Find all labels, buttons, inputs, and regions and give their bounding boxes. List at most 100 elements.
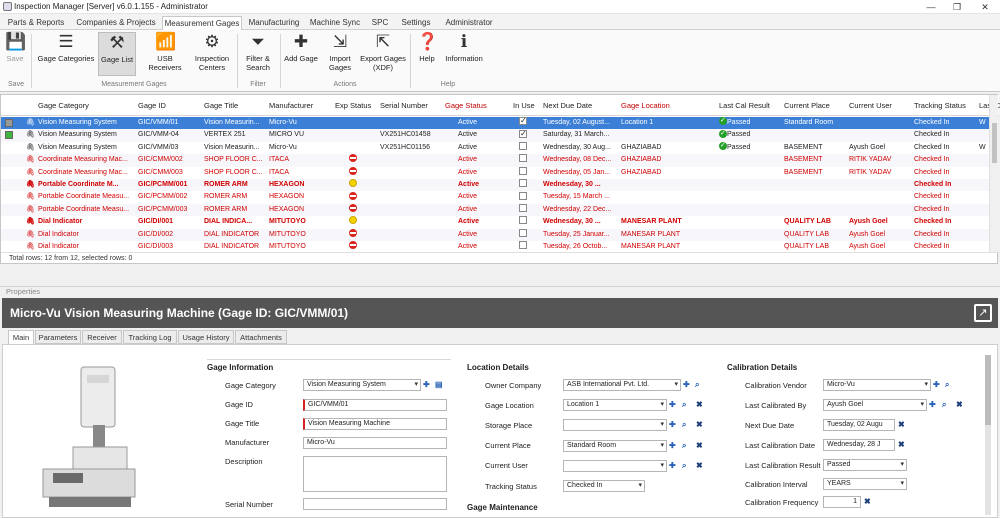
in-use-checkbox[interactable]	[519, 129, 531, 141]
next-due-date-field[interactable]: Tuesday, 02 Augu	[823, 419, 895, 431]
current-place-select[interactable]: Standard Room	[563, 440, 667, 452]
col-gage-id[interactable]: Gage ID	[138, 101, 166, 110]
search-icon[interactable]: ⌕	[945, 380, 950, 389]
tab-machine-sync[interactable]: Machine Sync	[309, 18, 361, 27]
search-icon[interactable]: ⌕	[682, 461, 687, 470]
in-use-checkbox[interactable]	[519, 154, 531, 166]
col-exp-status[interactable]: Exp Status	[335, 101, 372, 110]
clear-icon[interactable]: ✖	[696, 441, 703, 450]
calibration-vendor-select[interactable]: Micro-Vu	[823, 379, 931, 391]
table-row[interactable]: 🖇 Portable Coordinate Measu... GIC/PCMM/00…	[1, 203, 991, 217]
in-use-checkbox[interactable]	[519, 141, 531, 154]
tab-parts-reports[interactable]: Parts & Reports	[7, 18, 65, 27]
clear-icon[interactable]: ✖	[898, 420, 905, 429]
maximize-button[interactable]: ❐	[952, 2, 962, 12]
col-tracking-status[interactable]: Tracking Status	[914, 101, 966, 110]
in-use-checkbox[interactable]	[519, 117, 531, 129]
table-row[interactable]: 🖇 Dial Indicator GIC/DI/002 DIAL INDICATOR M…	[1, 228, 991, 241]
usb-receivers-button[interactable]: 📶 USB Receivers	[148, 32, 182, 72]
last-calibration-result-select[interactable]: Passed	[823, 459, 907, 471]
clear-icon[interactable]: ✖	[696, 420, 703, 429]
last-calibrated-by-select[interactable]: Ayush Goel	[823, 399, 927, 411]
gage-id-field[interactable]: GIC/VMM/01	[303, 399, 447, 411]
gage-title-field[interactable]: Vision Measuring Machine	[303, 418, 447, 430]
table-row[interactable]: 🖇 Dial Indicator GIC/DI/003 DIAL INDICATOR M…	[1, 241, 991, 253]
owner-company-select[interactable]: ASB International Pvt. Ltd.	[563, 379, 681, 391]
search-icon[interactable]: ⌕	[695, 380, 700, 389]
clear-icon[interactable]: ✖	[696, 400, 703, 409]
col-serial-number[interactable]: Serial Number	[380, 101, 428, 110]
gage-location-select[interactable]: Location 1	[563, 399, 667, 411]
open-external-icon[interactable]: ↗	[974, 304, 992, 322]
add-icon[interactable]: ✚	[669, 420, 676, 429]
tab-companies-projects[interactable]: Companies & Projects	[76, 18, 156, 27]
close-button[interactable]: ✕	[981, 2, 989, 12]
tab-attachments[interactable]: Attachments	[235, 330, 287, 344]
edit-list-icon[interactable]: ▤	[435, 380, 443, 389]
calibration-frequency-field[interactable]: 1	[823, 496, 861, 508]
current-user-select[interactable]	[563, 460, 667, 472]
help-button[interactable]: ❓ Help	[417, 32, 439, 63]
information-button[interactable]: ℹ Information	[445, 32, 483, 63]
clear-icon[interactable]: ✖	[898, 440, 905, 449]
add-icon[interactable]: ✚	[929, 400, 936, 409]
add-icon[interactable]: ✚	[933, 380, 940, 389]
table-row[interactable]: 🖇 Coordinate Measuring Mac... GIC/CMM/003 S…	[1, 166, 991, 179]
tab-administrator[interactable]: Administrator	[445, 18, 493, 27]
add-icon[interactable]: ✚	[669, 441, 676, 450]
search-icon[interactable]: ⌕	[942, 400, 947, 409]
storage-place-select[interactable]	[563, 419, 667, 431]
tracking-status-select[interactable]: Checked In	[563, 480, 645, 492]
filter-search-button[interactable]: ⏷ Filter & Search	[246, 32, 270, 72]
tab-manufacturing[interactable]: Manufacturing	[248, 18, 300, 27]
in-use-checkbox[interactable]	[519, 228, 531, 241]
properties-scrollbar[interactable]	[985, 355, 991, 515]
export-gages-button[interactable]: ⇱ Export Gages (XDF)	[360, 32, 406, 72]
in-use-checkbox[interactable]	[519, 203, 531, 216]
clear-icon[interactable]: ✖	[956, 400, 963, 409]
in-use-checkbox[interactable]	[519, 191, 531, 203]
col-current-place[interactable]: Current Place	[784, 101, 830, 110]
manufacturer-field[interactable]: Micro-Vu	[303, 437, 447, 449]
gage-category-select[interactable]: Vision Measuring System	[303, 379, 421, 391]
import-gages-button[interactable]: ⇲ Import Gages	[328, 32, 352, 72]
search-icon[interactable]: ⌕	[682, 400, 687, 409]
add-icon[interactable]: ✚	[669, 461, 676, 470]
tab-tracking-log[interactable]: Tracking Log	[123, 330, 177, 344]
calibration-interval-select[interactable]: YEARS	[823, 478, 907, 490]
last-calibration-date-field[interactable]: Wednesday, 28 J	[823, 439, 895, 451]
col-current-user[interactable]: Current User	[849, 101, 892, 110]
table-row[interactable]: 🖇 Vision Measuring System GIC/VMM-04 VERTEX…	[1, 129, 991, 142]
grid-scrollbar[interactable]	[989, 95, 998, 252]
serial-number-field[interactable]	[303, 498, 447, 510]
col-last-cal-result[interactable]: Last Cal Result	[719, 101, 770, 110]
add-icon[interactable]: ✚	[423, 380, 430, 389]
col-in-use[interactable]: In Use	[513, 101, 535, 110]
tab-main[interactable]: Main	[8, 330, 34, 344]
gage-categories-button[interactable]: ☰ Gage Categories	[37, 32, 95, 63]
save-button[interactable]: 💾 Save	[5, 32, 27, 63]
table-row[interactable]: 🖇 Portable Coordinate Measu... GIC/PCMM/00…	[1, 191, 991, 203]
col-gage-title[interactable]: Gage Title	[204, 101, 239, 110]
add-icon[interactable]: ✚	[669, 400, 676, 409]
minimize-button[interactable]: —	[926, 2, 936, 12]
col-gage-status[interactable]: Gage Status	[445, 101, 487, 110]
tab-settings[interactable]: Settings	[401, 18, 431, 27]
add-gage-button[interactable]: ✚ Add Gage	[284, 32, 318, 63]
gage-list-button[interactable]: ⚒ Gage List	[98, 32, 136, 76]
table-row[interactable]: 🖇 Vision Measuring System GIC/VMM/01 Vision…	[1, 117, 991, 130]
table-row[interactable]: 🖇 Vision Measuring System GIC/VMM/03 Vision…	[1, 142, 991, 154]
col-next-due-date[interactable]: Next Due Date	[543, 101, 593, 110]
add-icon[interactable]: ✚	[683, 380, 690, 389]
search-icon[interactable]: ⌕	[682, 420, 687, 429]
clear-icon[interactable]: ✖	[864, 497, 871, 506]
tab-usage-history[interactable]: Usage History	[178, 330, 234, 344]
clear-icon[interactable]: ✖	[696, 461, 703, 470]
table-row[interactable]: 🖇 Dial Indicator GIC/DI/001 DIAL INDICA... M…	[1, 216, 991, 228]
col-manufacturer[interactable]: Manufacturer	[269, 101, 314, 110]
description-field[interactable]	[303, 456, 447, 492]
col-gage-category[interactable]: Gage Category	[38, 101, 89, 110]
tab-receiver[interactable]: Receiver	[82, 330, 122, 344]
in-use-checkbox[interactable]	[519, 241, 531, 253]
table-row[interactable]: 🖇 Portable Coordinate M... GIC/PCMM/001 ROM…	[1, 179, 991, 192]
